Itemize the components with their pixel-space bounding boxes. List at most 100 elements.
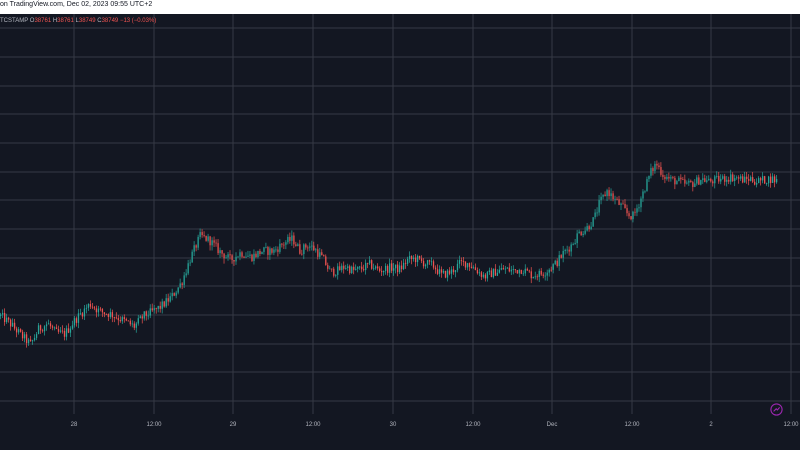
candle <box>63 327 66 341</box>
candle <box>644 190 646 194</box>
candle <box>99 306 102 312</box>
candle <box>69 326 72 337</box>
candle <box>510 265 512 275</box>
candle <box>317 244 319 260</box>
candle <box>518 268 520 278</box>
candle <box>271 247 273 255</box>
candle <box>622 200 624 205</box>
candle <box>474 263 477 271</box>
candle <box>163 300 165 308</box>
candle <box>297 242 299 247</box>
candle <box>337 263 339 280</box>
candle <box>93 305 96 311</box>
candle <box>766 182 768 186</box>
candle <box>410 255 413 265</box>
candle <box>494 264 497 276</box>
candle <box>131 320 133 328</box>
candle <box>566 245 568 254</box>
candle <box>285 240 287 250</box>
candle <box>289 232 291 244</box>
candle <box>331 268 333 272</box>
candle <box>446 268 449 282</box>
candle <box>552 263 554 274</box>
candle <box>351 265 353 274</box>
candle <box>17 326 20 335</box>
candle <box>5 313 8 324</box>
candle <box>189 259 191 267</box>
candle <box>680 174 682 184</box>
candle <box>15 326 18 338</box>
candlestick-chart[interactable]: 28 12:00 29 12:00 30 12:00 Dec 12:00 2 12:00 <box>0 14 800 450</box>
candle <box>361 261 363 273</box>
candle <box>81 311 84 320</box>
candle <box>642 189 644 203</box>
candle <box>235 252 237 265</box>
candle <box>213 236 215 248</box>
candle <box>35 331 38 341</box>
candle <box>335 274 337 278</box>
candle <box>650 163 652 179</box>
candle <box>394 264 397 274</box>
candle <box>357 266 359 273</box>
candle <box>546 269 548 281</box>
candle <box>143 311 145 321</box>
candle <box>422 258 425 269</box>
candle <box>133 321 135 331</box>
candle <box>540 267 542 277</box>
tradingview-logo-icon[interactable] <box>770 403 783 416</box>
candle <box>390 259 393 274</box>
candle <box>205 235 207 242</box>
candle <box>113 316 116 323</box>
candle <box>758 176 760 184</box>
candle <box>343 261 345 274</box>
candle <box>187 259 189 276</box>
candle <box>646 176 648 192</box>
candle <box>450 266 453 279</box>
candle <box>319 247 321 260</box>
candle <box>13 318 16 331</box>
candle <box>71 320 74 330</box>
candle <box>464 261 467 270</box>
candle <box>710 177 712 183</box>
candle <box>111 309 114 323</box>
candle <box>333 266 335 278</box>
candle <box>504 265 507 274</box>
candle <box>506 266 508 269</box>
candle <box>724 173 726 186</box>
candle <box>468 262 471 272</box>
candle <box>768 175 770 187</box>
candle <box>299 239 301 255</box>
candle <box>732 172 734 183</box>
candle <box>247 250 249 258</box>
x-tick-label: 29 <box>230 422 237 428</box>
candle <box>83 304 86 321</box>
candle <box>702 173 704 184</box>
candle <box>43 325 46 336</box>
candle <box>690 179 692 183</box>
candle <box>231 254 233 264</box>
candle <box>752 172 754 184</box>
candle <box>414 254 417 267</box>
candle <box>482 272 485 279</box>
candle <box>520 269 522 275</box>
candle <box>209 235 211 251</box>
candle <box>97 305 100 317</box>
candle <box>738 175 740 184</box>
legend-low: 38749 <box>78 18 96 24</box>
candle <box>664 174 666 184</box>
candle <box>588 224 590 232</box>
candle <box>329 265 331 270</box>
candle <box>359 265 361 270</box>
candle <box>438 265 441 277</box>
candle <box>313 241 315 251</box>
candle <box>177 287 179 295</box>
candle <box>127 320 129 322</box>
candle <box>666 173 668 181</box>
candle <box>484 273 487 282</box>
candle <box>19 328 22 333</box>
candle <box>592 217 594 227</box>
candle <box>776 175 778 184</box>
candle <box>578 229 580 234</box>
candle <box>73 316 76 328</box>
candle <box>37 323 40 335</box>
